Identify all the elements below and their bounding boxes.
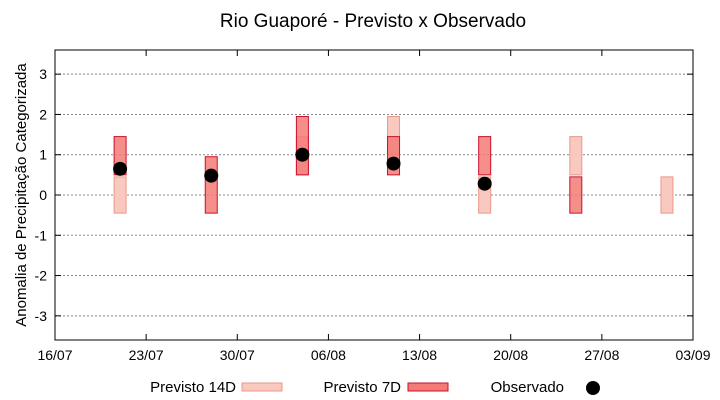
observado-point — [386, 156, 401, 171]
previsto-7d-bar — [295, 115, 309, 176]
y-tick-label: 1 — [39, 147, 47, 163]
legend-label-previsto-14d: Previsto 14D — [150, 379, 236, 396]
y-tick-label: -2 — [35, 268, 48, 284]
y-tick-label: 3 — [39, 66, 47, 82]
x-tick-label: 06/08 — [311, 347, 346, 363]
legend-label-observado: Observado — [491, 379, 564, 396]
x-tick-label: 13/08 — [402, 347, 437, 363]
x-tick-label: 03/09 — [675, 347, 710, 363]
y-axis-label: Anomalia de Precipitação Categorizada — [13, 63, 30, 327]
observado-point — [295, 147, 310, 162]
x-tick-label: 20/08 — [493, 347, 528, 363]
x-tick-label: 16/07 — [37, 347, 72, 363]
previsto-7d-bar — [204, 156, 218, 214]
observado-point — [477, 176, 492, 191]
x-axis-ticks: 16/07 23/07 30/07 06/08 13/08 20/08 27/08 03/09 — [37, 50, 711, 363]
previsto-7d-bar — [478, 136, 492, 176]
x-tick-label: 27/08 — [584, 347, 619, 363]
legend-swatch-previsto-14d — [241, 382, 283, 392]
legend-label-previsto-7d: Previsto 7D — [323, 379, 401, 396]
y-tick-label: -3 — [35, 308, 48, 324]
legend-marker-observado — [586, 381, 600, 395]
previsto-7d-bar — [569, 176, 583, 214]
observado-point — [113, 161, 128, 176]
legend-swatch-previsto-7d — [407, 382, 449, 392]
previsto-14d-bar — [569, 136, 583, 176]
x-tick-label: 30/07 — [220, 347, 255, 363]
observado-point — [204, 168, 219, 183]
legend: Previsto 14D Previsto 7D Observado — [150, 379, 600, 396]
plot-frame — [54, 49, 694, 341]
y-tick-label: 0 — [39, 187, 47, 203]
grid-layer — [55, 73, 693, 317]
y-tick-label: 2 — [39, 106, 47, 122]
y-axis-ticks: -3 -2 -1 0 1 2 3 — [35, 66, 693, 324]
previsto-14d-bar — [113, 176, 127, 214]
points-layer — [113, 147, 492, 191]
previsto-14d-bar — [660, 176, 674, 214]
chart-title: Rio Guaporé - Previsto x Observado — [220, 11, 526, 32]
x-tick-label: 23/07 — [129, 347, 164, 363]
y-tick-label: -1 — [35, 227, 48, 243]
